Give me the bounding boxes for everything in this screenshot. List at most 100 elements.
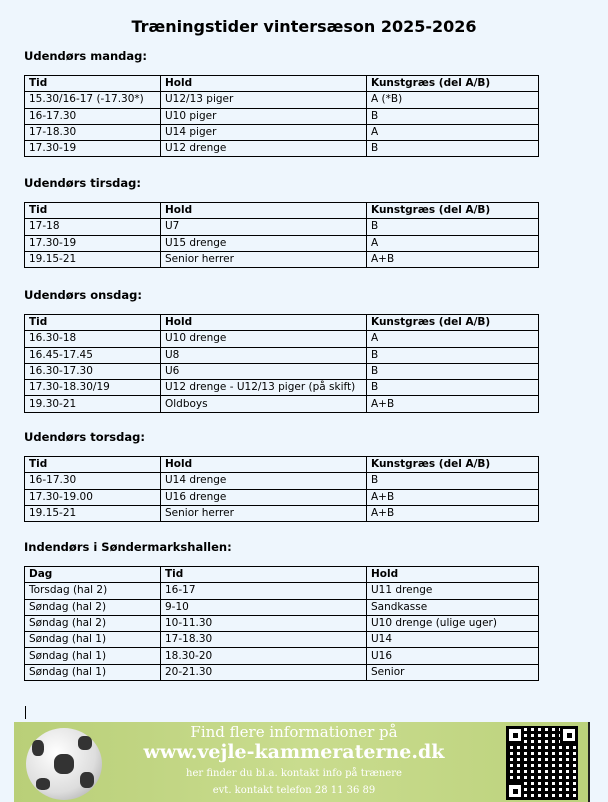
table-cell: 17.30-19 (24, 234, 161, 252)
column-header: Hold (160, 313, 367, 332)
table-cell: 19.30-21 (24, 395, 161, 413)
schedule-table-wednesday: Tid Hold Kunstgræs (del A/B) 16.30-18 U10 dr… (24, 313, 539, 413)
table-row: Søndag (hal 1) 20-21.30 Senior (24, 663, 539, 682)
column-header: Hold (160, 74, 367, 93)
table-cell: 16.30-18 (24, 330, 161, 348)
table-cell: B (366, 218, 539, 236)
table-row: 16.30-18 U10 drenge A (24, 330, 539, 348)
table-cell: A (*B) (366, 91, 539, 109)
table-cell: U10 drenge (160, 330, 367, 348)
table-cell: 16.45-17.45 (24, 346, 161, 364)
table-cell: Oldboys (160, 395, 367, 413)
table-row: 15.30/16-17 (-17.30*) U12/13 piger A (*B) (24, 91, 539, 109)
table-cell: A+B (366, 488, 539, 506)
column-header: Hold (366, 565, 539, 584)
table-cell: Søndag (hal 1) (24, 663, 161, 682)
table-row: Søndag (hal 1) 17-18.30 U14 (24, 631, 539, 649)
table-cell: A (366, 123, 539, 142)
table-cell: U7 (160, 218, 367, 236)
schedule-table-monday: Tid Hold Kunstgræs (del A/B) 15.30/16-17 (-… (24, 74, 539, 158)
section-heading-thursday: Udendørs torsdag: (24, 430, 145, 444)
table-row: 19.15-21 Senior herrer A+B (24, 250, 539, 269)
column-header: Tid (24, 313, 161, 332)
table-row: 16.45-17.45 U8 B (24, 346, 539, 364)
table-cell: 17-18.30 (24, 123, 161, 142)
table-row: 17.30-19 U15 drenge A (24, 234, 539, 252)
table-cell: 15.30/16-17 (-17.30*) (24, 91, 161, 109)
banner-line-3: her finder du bl.a. kontakt info på træn… (186, 768, 402, 779)
table-cell: A+B (366, 504, 539, 523)
table-cell: U16 drenge (160, 488, 367, 506)
table-header-row: Tid Hold Kunstgræs (del A/B) (24, 455, 539, 474)
table-row: 17.30-18.30/19 U12 drenge - U12/13 piger … (24, 379, 539, 397)
table-row: Søndag (hal 2) 9-10 Sandkasse (24, 598, 539, 616)
column-header: Kunstgræs (del A/B) (366, 313, 539, 332)
table-cell: B (366, 362, 539, 381)
table-header-row: Tid Hold Kunstgræs (del A/B) (24, 313, 539, 332)
table-cell: 10-11.30 (160, 614, 367, 633)
table-cell: U10 drenge (ulige uger) (366, 614, 539, 633)
table-cell: U12 drenge - U12/13 piger (på skift) (160, 379, 367, 397)
column-header: Kunstgræs (del A/B) (366, 455, 539, 474)
table-cell: U8 (160, 346, 367, 364)
banner-line-4: evt. kontakt telefon 28 11 36 89 (212, 785, 376, 796)
table-cell: 16-17 (160, 582, 367, 600)
table-cell: B (366, 107, 539, 125)
table-cell: 16-17.30 (24, 472, 161, 490)
table-cell: U14 drenge (160, 472, 367, 490)
table-cell: Senior herrer (160, 250, 367, 269)
table-cell: U11 drenge (366, 582, 539, 600)
table-cell: 17.30-19 (24, 140, 161, 158)
qr-code-icon[interactable] (506, 726, 578, 800)
table-row: 19.15-21 Senior herrer A+B (24, 504, 539, 523)
column-header: Hold (160, 455, 367, 474)
column-header: Tid (24, 201, 161, 220)
table-cell: B (366, 346, 539, 364)
section-heading-indoor: Indendørs i Søndermarkshallen: (24, 540, 232, 554)
table-row: Søndag (hal 2) 10-11.30 U10 drenge (ulige … (24, 614, 539, 633)
table-cell: Søndag (hal 1) (24, 647, 161, 665)
table-cell: A+B (366, 250, 539, 269)
banner-url[interactable]: www.vejle-kammeraterne.dk (143, 741, 445, 763)
table-cell: 19.15-21 (24, 250, 161, 269)
table-cell: U14 piger (160, 123, 367, 142)
section-heading-tuesday: Udendørs tirsdag: (24, 176, 141, 190)
column-header: Kunstgræs (del A/B) (366, 74, 539, 93)
column-header: Kunstgræs (del A/B) (366, 201, 539, 220)
text-cursor (25, 706, 26, 719)
table-cell: Senior herrer (160, 504, 367, 523)
club-banner[interactable]: Find flere informationer på www.vejle-ka… (14, 722, 590, 802)
schedule-table-thursday: Tid Hold Kunstgræs (del A/B) 16-17.30 U14 dr… (24, 455, 539, 523)
table-cell: 17-18.30 (160, 631, 367, 649)
table-row: Torsdag (hal 2) 16-17 U11 drenge (24, 582, 539, 600)
table-row: Søndag (hal 1) 18.30-20 U16 (24, 647, 539, 665)
soccer-ball-icon (26, 728, 102, 800)
table-cell: U6 (160, 362, 367, 381)
table-header-row: Tid Hold Kunstgræs (del A/B) (24, 201, 539, 220)
banner-line-1: Find flere informationer på (190, 723, 398, 741)
table-cell: U12 drenge (160, 140, 367, 158)
table-cell: Torsdag (hal 2) (24, 582, 161, 600)
table-cell: Søndag (hal 2) (24, 598, 161, 616)
column-header: Hold (160, 201, 367, 220)
table-row: 17-18.30 U14 piger A (24, 123, 539, 142)
table-cell: 16.30-17.30 (24, 362, 161, 381)
table-cell: Sandkasse (366, 598, 539, 616)
table-row: 17.30-19 U12 drenge B (24, 140, 539, 158)
table-cell: Senior (366, 663, 539, 682)
table-cell: 18.30-20 (160, 647, 367, 665)
table-cell: 20-21.30 (160, 663, 367, 682)
table-row: 19.30-21 Oldboys A+B (24, 395, 539, 413)
column-header: Tid (24, 74, 161, 93)
table-row: 16.30-17.30 U6 B (24, 362, 539, 381)
table-cell: A (366, 330, 539, 348)
table-cell: A+B (366, 395, 539, 413)
table-cell: U15 drenge (160, 234, 367, 252)
column-header: Dag (24, 565, 161, 584)
table-cell: 17.30-19.00 (24, 488, 161, 506)
table-header-row: Dag Tid Hold (24, 565, 539, 584)
column-header: Tid (160, 565, 367, 584)
table-cell: 16-17.30 (24, 107, 161, 125)
page-title: Træningstider vintersæson 2025-2026 (131, 17, 477, 36)
schedule-table-indoor: Dag Tid Hold Torsdag (hal 2) 16-17 U11 drenge… (24, 565, 539, 682)
